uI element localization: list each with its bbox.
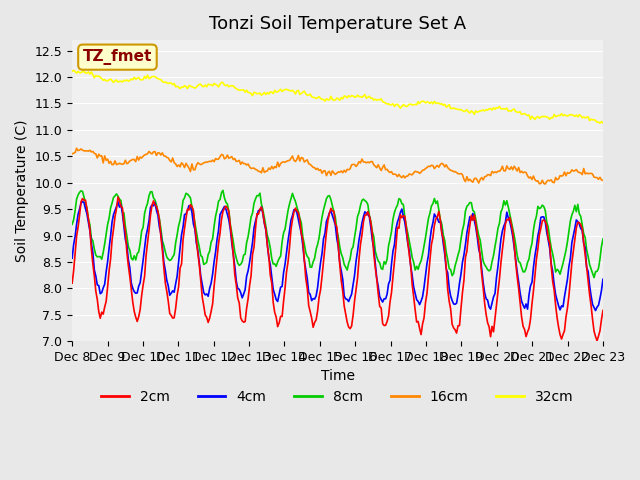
Legend: 2cm, 4cm, 8cm, 16cm, 32cm: 2cm, 4cm, 8cm, 16cm, 32cm	[95, 384, 579, 409]
Title: Tonzi Soil Temperature Set A: Tonzi Soil Temperature Set A	[209, 15, 466, 33]
X-axis label: Time: Time	[321, 370, 355, 384]
Text: TZ_fmet: TZ_fmet	[83, 49, 152, 65]
Y-axis label: Soil Temperature (C): Soil Temperature (C)	[15, 120, 29, 262]
